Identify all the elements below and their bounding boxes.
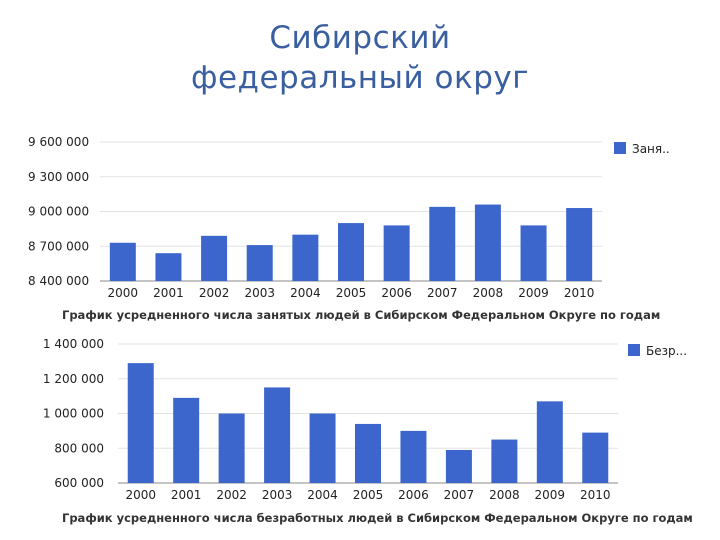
- employed-chart-xtick-label: 2003: [244, 286, 275, 300]
- employed-chart-xtick-label: 2010: [564, 286, 595, 300]
- unemployed-chart-bar: [582, 432, 609, 483]
- unemployed-chart-xtick-label: 2007: [444, 488, 475, 502]
- employed-chart-bar: [474, 204, 501, 281]
- employed-chart-xtick-label: 2002: [199, 286, 230, 300]
- employed-chart-svg: 9 600 000 9 300 000 9 000 000 8 700 000 8 40…: [28, 135, 670, 300]
- unemployed-chart-ytick-label: 1 200 000: [43, 372, 104, 386]
- unemployed-chart-xtick-label: 2003: [262, 488, 293, 502]
- unemployed-chart-bar: [127, 363, 154, 483]
- employed-chart-bar: [109, 242, 136, 281]
- employed-chart-legend-swatch: [614, 142, 626, 154]
- unemployed-chart: 1 400 000 1 200 000 1 000 000 800 000 600 00…: [0, 334, 720, 508]
- unemployed-chart-svg: 1 400 000 1 200 000 1 000 000 800 000 600 00…: [43, 337, 687, 502]
- unemployed-chart-legend-label: Безр...: [646, 344, 687, 358]
- unemployed-chart-bar: [400, 430, 427, 483]
- employed-chart-ytick-label: 8 400 000: [28, 274, 89, 288]
- employed-chart-ytick-label: 9 600 000: [28, 135, 89, 149]
- employed-chart-ytick-label: 9 000 000: [28, 205, 89, 219]
- unemployed-chart-bar: [445, 449, 472, 483]
- employed-chart-bar: [246, 245, 273, 281]
- employed-chart-xtick-label: 2007: [427, 286, 458, 300]
- unemployed-chart-bar: [536, 401, 563, 483]
- unemployed-chart-xtick-label: 2005: [353, 488, 384, 502]
- employed-chart-xtick-label: 2008: [473, 286, 504, 300]
- employed-chart-ytick-label: 9 300 000: [28, 170, 89, 184]
- employed-chart-bar: [383, 225, 410, 281]
- unemployed-chart-legend-swatch: [628, 344, 640, 356]
- slide-title-line-1: Сибирский: [269, 20, 451, 56]
- unemployed-chart-xtick-label: 2009: [535, 488, 566, 502]
- unemployed-chart-caption: График усредненного числа безработных лю…: [62, 511, 693, 525]
- unemployed-chart-xtick-label: 2010: [580, 488, 611, 502]
- employed-chart: 9 600 000 9 300 000 9 000 000 8 700 000 8 40…: [0, 128, 720, 306]
- employed-chart-bar: [155, 253, 182, 281]
- unemployed-chart-xtick-label: 2002: [216, 488, 247, 502]
- employed-chart-bar: [338, 223, 364, 281]
- unemployed-chart-ytick-label: 600 000: [54, 476, 104, 490]
- employed-chart-caption: График усредненного числа занятых людей …: [62, 308, 661, 322]
- unemployed-chart-xtick-label: 2006: [398, 488, 429, 502]
- unemployed-chart-ytick-label: 1 400 000: [43, 337, 104, 351]
- slide-title-line-2: федеральный округ: [190, 60, 530, 96]
- employed-chart-xtick-label: 2006: [381, 286, 412, 300]
- unemployed-chart-xtick-label: 2001: [171, 488, 202, 502]
- employed-chart-xtick-label: 2004: [290, 286, 321, 300]
- employed-chart-bar: [429, 206, 456, 281]
- employed-chart-xtick-label: 2001: [153, 286, 184, 300]
- slide-title: Сибирский федеральный округ: [0, 18, 720, 98]
- employed-chart-xtick-label: 2009: [518, 286, 549, 300]
- unemployed-chart-bar: [218, 413, 245, 483]
- unemployed-chart-ytick-label: 1 000 000: [43, 407, 104, 421]
- employed-chart-bar: [520, 225, 547, 281]
- employed-chart-bar: [566, 208, 593, 281]
- unemployed-chart-xtick-label: 2000: [125, 488, 156, 502]
- unemployed-chart-bar: [173, 397, 200, 483]
- unemployed-chart-bar: [355, 423, 381, 483]
- unemployed-chart-bar: [491, 439, 518, 483]
- unemployed-chart-xtick-label: 2008: [489, 488, 520, 502]
- unemployed-chart-bar: [264, 387, 291, 483]
- unemployed-chart-xtick-label: 2004: [307, 488, 338, 502]
- employed-chart-bar: [201, 235, 228, 281]
- unemployed-chart-bar: [309, 413, 336, 483]
- employed-chart-bar: [292, 234, 319, 281]
- employed-chart-ytick-label: 8 700 000: [28, 239, 89, 253]
- unemployed-chart-ytick-label: 800 000: [54, 441, 104, 455]
- employed-chart-xtick-label: 2005: [336, 286, 367, 300]
- employed-chart-xtick-label: 2000: [108, 286, 139, 300]
- employed-chart-legend-label: Заня..: [632, 142, 670, 156]
